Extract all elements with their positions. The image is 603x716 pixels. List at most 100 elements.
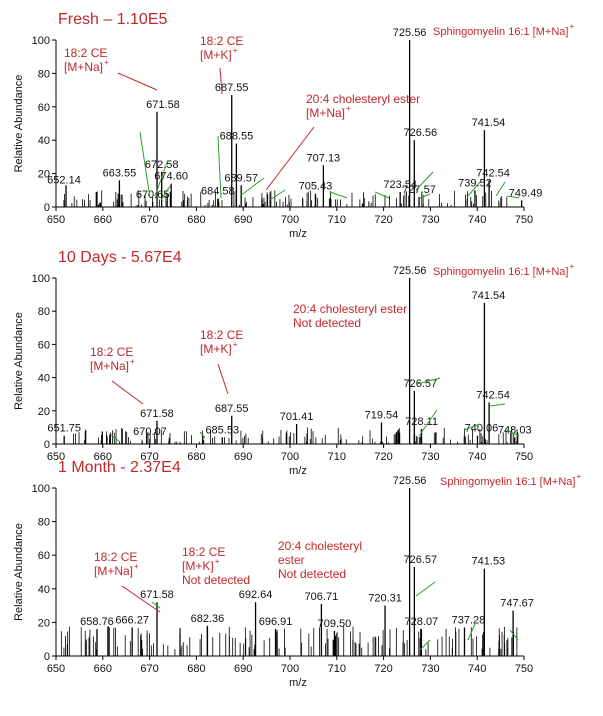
x-tick-label: 750: [515, 663, 533, 675]
annotation-line: [M+Na]: [306, 106, 345, 120]
y-axis-label: Relative Abundance: [13, 75, 25, 173]
peak-label: 741.54: [472, 117, 506, 129]
annotation-superscript: +: [233, 340, 238, 349]
annotation-leader-line: [265, 126, 315, 191]
compound-annotation: 18:2 CE[M+K] +: [200, 34, 243, 95]
peak-label: 701.41: [280, 411, 314, 423]
annotation-leader-line: [219, 67, 223, 95]
x-tick-label: 690: [234, 214, 252, 226]
x-tick-label: 680: [187, 663, 205, 675]
peak-leader-line: [416, 377, 441, 385]
x-tick-label: 680: [187, 214, 205, 226]
peak-label: 682.36: [191, 613, 225, 625]
annotation-superscript: +: [346, 104, 351, 113]
peak-leader-line: [415, 581, 436, 597]
x-tick-label: 670: [140, 451, 158, 463]
peak-label: 728.07: [405, 616, 439, 628]
peak-leader-line: [509, 629, 519, 641]
annotation-line: [M+Na]: [64, 60, 103, 74]
spectrum-panel-2: 10 Days - 5.67E4 0 20 40 60 80 100 650 660 670 680…: [13, 249, 574, 477]
x-axis-label: m/z: [289, 465, 307, 477]
peak-label: 671.58: [140, 408, 174, 420]
peak-leader-line: [415, 171, 434, 191]
y-tick-label: 20: [38, 169, 50, 181]
x-tick-label: 690: [234, 663, 252, 675]
peak-leader-line: [139, 131, 151, 199]
annotation-leader-line: [111, 380, 144, 405]
peak-label: 666.27: [115, 614, 149, 626]
peak-label: 688.55: [220, 131, 254, 143]
x-tick-label: 680: [187, 451, 205, 463]
compound-annotation: 18:2 CE[M+Na] +: [90, 345, 144, 405]
peak-leader-line: [495, 181, 506, 197]
peak-leader-line: [467, 181, 481, 197]
x-tick-label: 720: [374, 451, 392, 463]
x-tick-label: 750: [515, 214, 533, 226]
annotation-superscript: +: [569, 262, 574, 271]
x-tick-label: 720: [374, 214, 392, 226]
peak-label: 692.64: [239, 589, 273, 601]
peak-leader-line: [269, 189, 286, 201]
x-tick-label: 730: [421, 214, 439, 226]
peak-leader-line: [506, 195, 520, 199]
peak-label: 671.58: [146, 99, 180, 111]
peak-label: 707.13: [307, 152, 341, 164]
annotation-line: 20:4 cholesteryl: [278, 539, 362, 553]
annotation-superscript: +: [233, 46, 238, 55]
annotation-superscript: +: [134, 562, 139, 571]
y-tick-label: 80: [38, 517, 50, 529]
x-tick-label: 740: [468, 663, 486, 675]
x-tick-label: 690: [234, 451, 252, 463]
spectrum-panel-1: Fresh – 1.10E5 0 20 40 60 80 100 650 660 670 680 69…: [13, 11, 574, 240]
annotation-line: 18:2 CE: [200, 328, 243, 342]
annotation-superscript: +: [130, 357, 135, 366]
peak-label: 651.75: [47, 423, 81, 435]
x-axis-label: m/z: [289, 228, 307, 240]
peak-label: 737.28: [452, 614, 486, 626]
x-tick-label: 740: [468, 451, 486, 463]
annotation-superscript: +: [569, 22, 574, 31]
peak-label: 663.55: [103, 167, 137, 179]
y-tick-label: 80: [38, 68, 50, 80]
y-tick-label: 20: [38, 406, 50, 418]
peak-leader-line: [239, 177, 265, 197]
peak-label: 726.56: [403, 127, 437, 139]
y-tick-label: 0: [44, 651, 50, 663]
annotation-line: [M+Na]: [94, 564, 133, 578]
compound-annotation: 18:2 CE[M+K] + Not detected: [182, 545, 250, 587]
peak-label: 705.43: [299, 181, 333, 193]
peak-leader-line: [506, 429, 520, 437]
annotation-line: ester: [278, 553, 305, 567]
y-axis-label: Relative Abundance: [13, 523, 25, 621]
peak-label: 726.57: [404, 554, 438, 566]
x-tick-label: 700: [281, 214, 299, 226]
peak-label: 719.54: [365, 409, 399, 421]
y-tick-label: 60: [38, 339, 50, 351]
x-tick-label: 650: [47, 451, 65, 463]
compound-annotation: Sphingomyelin 16:1 [M+Na] +: [433, 22, 574, 38]
peak-label: 748.03: [498, 424, 532, 436]
annotation-leader-line: [117, 72, 158, 91]
annotation-line: 20:4 cholesteryl ester: [306, 92, 420, 106]
peak-label: 689.57: [224, 172, 258, 184]
y-tick-label: 60: [38, 550, 50, 562]
annotation-superscript: +: [215, 557, 220, 566]
y-tick-label: 100: [32, 35, 50, 47]
x-tick-label: 730: [421, 663, 439, 675]
annotation-leader-line: [217, 363, 229, 395]
annotation-line: Sphingomyelin 16:1 [M+Na]: [433, 266, 568, 278]
noise-peaks: [73, 427, 519, 444]
x-tick-label: 720: [374, 663, 392, 675]
x-tick-label: 700: [281, 663, 299, 675]
peak-label: 723.54: [383, 179, 417, 191]
peak-label: 687.55: [215, 403, 249, 415]
compound-annotation: 18:2 CE[M+Na] +: [94, 550, 161, 613]
peak-leader-line: [419, 193, 431, 199]
x-tick-label: 740: [468, 214, 486, 226]
compound-annotation: 20:4 cholesteryl ester[M+Na] +: [265, 92, 420, 191]
peak-label: 741.54: [472, 290, 506, 302]
annotation-line: [M+K]: [200, 342, 232, 356]
peak-label: 740.06: [465, 423, 499, 435]
y-tick-label: 0: [44, 202, 50, 214]
